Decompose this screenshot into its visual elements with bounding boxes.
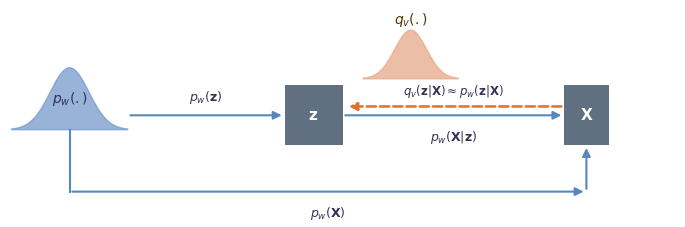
Polygon shape bbox=[12, 68, 127, 130]
Text: $\mathbf{X}$: $\mathbf{X}$ bbox=[580, 107, 593, 123]
Text: $\mathbf{z}$: $\mathbf{z}$ bbox=[308, 108, 319, 123]
Text: $p_w(.)$: $p_w(.)$ bbox=[51, 90, 88, 108]
FancyBboxPatch shape bbox=[564, 85, 608, 145]
Text: $p_w(\mathbf{X})$: $p_w(\mathbf{X})$ bbox=[310, 205, 346, 222]
Text: $q_v(\mathbf{z}|\mathbf{X}) \approx p_w(\mathbf{z}|\mathbf{X})$: $q_v(\mathbf{z}|\mathbf{X}) \approx p_w(… bbox=[403, 83, 503, 100]
Text: $q_v(.)$: $q_v(.)$ bbox=[394, 11, 427, 29]
Text: $p_w(\mathbf{z})$: $p_w(\mathbf{z})$ bbox=[189, 89, 223, 106]
FancyBboxPatch shape bbox=[284, 85, 342, 145]
Polygon shape bbox=[363, 30, 458, 79]
Text: $p_w(\mathbf{X}|\mathbf{z})$: $p_w(\mathbf{X}|\mathbf{z})$ bbox=[429, 128, 477, 146]
